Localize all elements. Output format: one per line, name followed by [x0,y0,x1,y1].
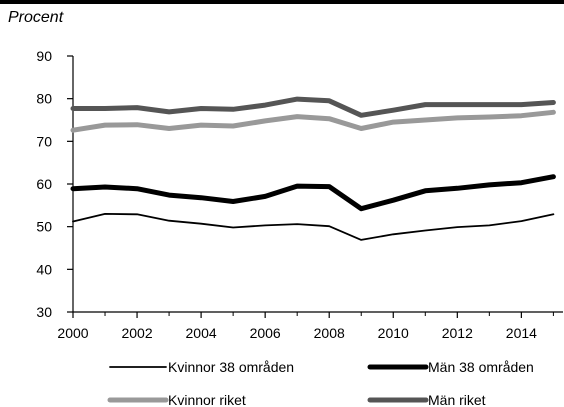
y-tick-label: 30 [36,304,52,320]
x-tick-label: 2014 [506,325,537,341]
legend-label: Män 38 områden [428,359,534,375]
x-tick-label: 2006 [250,325,281,341]
x-tick-label: 2002 [121,325,152,341]
legend-item: Kvinnor 38 områden [109,359,294,375]
legend-label: Kvinnor riket [168,392,246,407]
axes: 30 40 50 60 70 80 90 2000 2002 2004 2006 2008 2010 20… [36,48,563,341]
legend-item: Män 38 områden [367,359,534,375]
legend-label: Kvinnor 38 områden [168,359,294,375]
y-tick-label: 60 [36,176,52,192]
y-tick-label: 50 [36,219,52,235]
legend: Kvinnor 38 områden Män 38 områden Kvinnor … [107,359,534,407]
x-tick-label: 2012 [442,325,473,341]
x-tick-label: 2008 [314,325,345,341]
x-tick-label: 2000 [57,325,88,341]
series-line-kvinnor-38-områden [72,212,555,241]
x-tick-label: 2010 [378,325,409,341]
y-tick-label: 80 [36,91,52,107]
legend-item: Män riket [367,392,486,407]
top-rule [0,0,564,4]
legend-item: Kvinnor riket [107,392,246,407]
legend-label: Män riket [428,392,486,407]
y-tick-label: 90 [36,48,52,64]
x-tick-label: 2004 [186,325,217,341]
y-tick-label: 70 [36,133,52,149]
y-axis-unit-label: Procent [8,9,64,26]
series-line-män-riket [70,96,556,118]
series-line-kvinnor-riket [70,109,556,133]
series-lines [70,96,556,241]
series-line-män-38-områden [70,174,556,212]
y-tick-label: 40 [36,261,52,277]
